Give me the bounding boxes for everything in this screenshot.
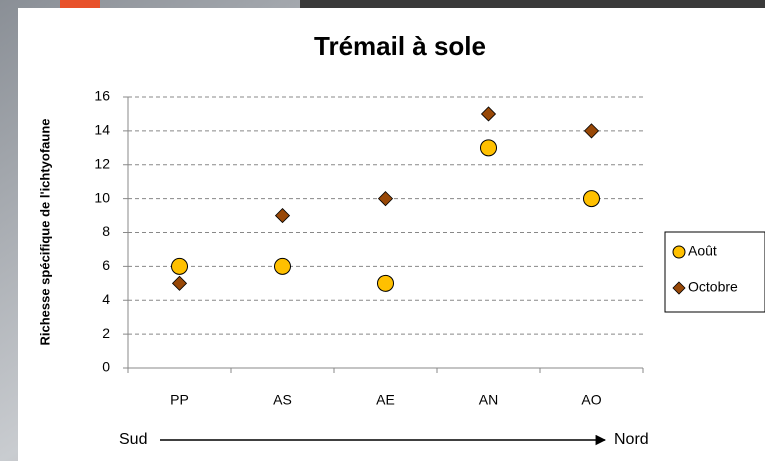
point (378, 275, 394, 291)
y-tick-label: 4 (102, 291, 110, 307)
point (584, 191, 600, 207)
y-tick-label: 16 (94, 88, 110, 104)
y-tick-label: 10 (94, 189, 110, 205)
x-tick-label: AO (581, 392, 601, 408)
y-tick-label: 6 (102, 257, 110, 273)
annotation: Nord (614, 431, 649, 448)
legend-label: Août (688, 243, 717, 259)
annotation: Sud (119, 431, 147, 448)
y-axis-label: Richesse spécifique de l'ichtyofaune (37, 118, 52, 345)
y-tick-label: 14 (94, 122, 110, 138)
x-tick-label: AN (479, 392, 498, 408)
legend-marker (673, 246, 685, 258)
point (172, 258, 188, 274)
point (481, 140, 497, 156)
y-tick-label: 12 (94, 155, 110, 171)
point (275, 258, 291, 274)
legend-label: Octobre (688, 279, 738, 295)
y-tick-label: 2 (102, 325, 110, 341)
x-tick-label: AE (376, 392, 395, 408)
y-tick-label: 8 (102, 223, 110, 239)
x-tick-label: AS (273, 392, 292, 408)
chart: Trémail à sole Richesse spécifique de l'… (0, 0, 765, 461)
background-detail (300, 0, 765, 8)
chart-title: Trémail à sole (314, 31, 486, 61)
y-tick-label: 0 (102, 359, 110, 375)
x-tick-label: PP (170, 392, 189, 408)
